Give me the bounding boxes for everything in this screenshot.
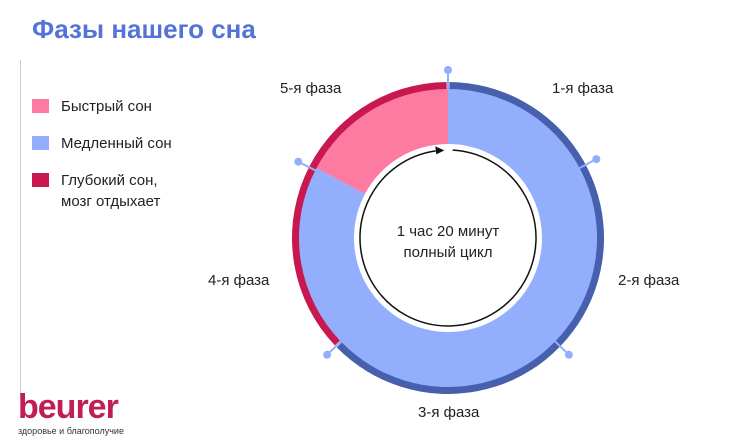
phase-marker-dot <box>294 157 303 166</box>
fast-sleep-sector <box>315 88 448 194</box>
phase-label-4: 4-я фаза <box>208 272 270 289</box>
slow-sleep-sector <box>298 88 599 388</box>
logo-brand: beurer <box>18 388 119 426</box>
cycle-duration-value: 1 час 20 минут <box>396 223 500 240</box>
page-title: Фазы нашего сна <box>32 14 256 44</box>
phase-marker-dot <box>323 350 332 359</box>
phase-label-2: 2-я фаза <box>618 272 680 289</box>
cycle-arrow-circle <box>359 149 537 327</box>
cycle-duration: 1 час 20 минут полный цикл <box>358 221 538 263</box>
phase-marker-dot <box>444 66 452 74</box>
legend-item-fast: Быстрый сон <box>32 96 191 117</box>
phase-label-3: 3-я фаза <box>418 404 480 421</box>
phase-marker-dot <box>592 155 601 164</box>
phase-marker-dot <box>564 350 573 359</box>
legend-item-deep: Глубокий сон, мозг отдыхает <box>32 170 191 212</box>
legend-swatch <box>32 136 49 150</box>
logo-tagline: здоровье и благополучие <box>18 426 124 436</box>
phase-label-5: 5-я фаза <box>280 80 342 97</box>
cycle-duration-caption: полный цикл <box>403 244 493 261</box>
cycle-arrow-head-icon <box>435 146 445 155</box>
legend-item-slow: Медленный сон <box>32 133 191 154</box>
divider <box>20 60 21 400</box>
legend-swatch <box>32 99 49 113</box>
legend-label: Глубокий сон, мозг отдыхает <box>61 172 161 210</box>
legend-swatch <box>32 173 49 187</box>
phase-label-1: 1-я фаза <box>552 80 614 97</box>
outer-band-slow <box>336 82 604 394</box>
legend-label: Медленный сон <box>61 135 172 152</box>
legend-label: Быстрый сон <box>61 98 152 115</box>
beurer-logo: beurer здоровье и благополучие <box>18 390 124 436</box>
legend: Быстрый сон Медленный сон Глубокий сон, … <box>32 96 191 228</box>
